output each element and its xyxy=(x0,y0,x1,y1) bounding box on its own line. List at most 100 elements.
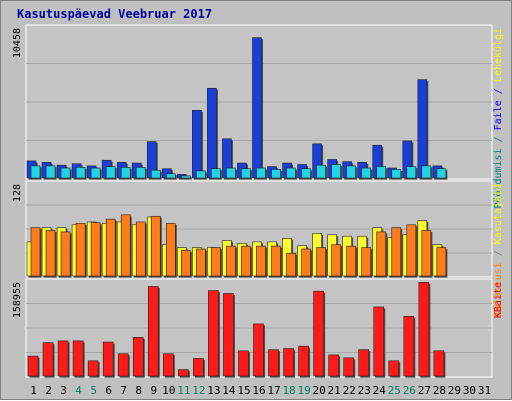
x-tick-label: 12 xyxy=(192,384,205,397)
bar-kasutajaid-day-23 xyxy=(361,247,372,277)
bar-kbaite-day-14 xyxy=(223,293,234,377)
x-tick-label: 15 xyxy=(237,384,250,397)
bar-kbaite-day-25 xyxy=(388,360,400,377)
x-tick-label: 11 xyxy=(177,384,190,397)
bar-faile-day-17 xyxy=(271,169,281,179)
bar-kasutajaid-day-10 xyxy=(165,223,176,277)
x-tick-label: 9 xyxy=(150,384,157,397)
bar-kbaite-day-27 xyxy=(418,282,430,377)
axis-label-part: Pöördumisi xyxy=(493,148,504,208)
axis-label-part: / xyxy=(493,82,504,100)
x-tick-label: 5 xyxy=(90,384,97,397)
x-tick-label: 23 xyxy=(358,384,371,397)
axis-label-part: KBaite xyxy=(493,282,504,318)
bar-kasutajaid-day-4 xyxy=(75,223,86,277)
bar-faile-day-15 xyxy=(241,168,251,179)
bar-kasutajaid-day-15 xyxy=(241,245,251,277)
x-tick-label: 7 xyxy=(120,384,127,397)
bar-faile-day-18 xyxy=(286,167,296,179)
bar-faile-day-11 xyxy=(181,175,191,179)
bar-kasutajaid-day-17 xyxy=(271,245,281,277)
bar-kbaite-day-16 xyxy=(253,323,264,377)
bar-kasutajaid-day-6 xyxy=(105,218,116,277)
x-tick-label: 29 xyxy=(448,384,461,397)
bar-faile-day-2 xyxy=(45,165,56,179)
chart-panels: 10458 Pöördumisi / Faile / Lehekülgi 128 Kü… xyxy=(12,24,504,378)
bar-faile-day-19 xyxy=(301,168,311,179)
bar-kbaite-day-5 xyxy=(87,360,99,377)
bar-faile-day-16 xyxy=(256,167,266,179)
bar-faile-day-25 xyxy=(391,169,402,179)
axis-label-part: Kasutajaid xyxy=(493,184,504,244)
bar-faile-day-8 xyxy=(135,167,146,179)
bar-kasutajaid-day-12 xyxy=(196,248,206,277)
bar-kasutajaid-day-24 xyxy=(376,231,387,277)
x-tick-label: 31 xyxy=(478,384,491,397)
bar-pöördumisi-day-13 xyxy=(207,87,217,179)
bar-faile-day-26 xyxy=(406,166,417,179)
series-axis-label: Külastusi / Kasutajaid xyxy=(493,184,504,316)
bar-kbaite-day-18 xyxy=(283,348,294,377)
x-tick-label: 2 xyxy=(45,384,52,397)
bar-kbaite-day-9 xyxy=(147,286,159,377)
bar-kasutajaid-day-25 xyxy=(391,227,402,277)
bar-kasutajaid-day-9 xyxy=(150,215,161,277)
x-tick-label: 30 xyxy=(463,384,476,397)
bar-faile-day-6 xyxy=(105,166,116,179)
bar-kasutajaid-day-13 xyxy=(211,247,221,277)
bar-pöördumisi-day-27 xyxy=(417,79,428,179)
bar-kbaite-day-28 xyxy=(433,350,445,377)
x-tick-label: 13 xyxy=(207,384,220,397)
bar-faile-day-1 xyxy=(30,165,41,179)
bar-kbaite-day-20 xyxy=(313,290,324,377)
axis-label-part: Lehekülgi xyxy=(493,28,504,82)
bar-kbaite-day-10 xyxy=(162,353,174,377)
bar-faile-day-23 xyxy=(361,167,372,179)
panel-top: 10458 Pöördumisi / Faile / Lehekülgi xyxy=(12,24,504,209)
bar-kasutajaid-day-26 xyxy=(406,224,417,277)
x-axis-day-labels: 1 2 3 4 5 6 7 8 9 10 11 12 13 14 15 16 17 18 19 20 21 22 23 24 2… xyxy=(30,384,491,397)
x-tick-label: 8 xyxy=(135,384,142,397)
x-tick-label: 22 xyxy=(343,384,356,397)
bar-kbaite-day-19 xyxy=(298,345,309,377)
bar-kbaite-day-23 xyxy=(358,349,370,377)
bar-kbaite-day-12 xyxy=(193,358,204,377)
bar-kasutajaid-day-5 xyxy=(90,222,101,277)
y-max-label: 128 xyxy=(12,184,23,202)
y-max-label: 10458 xyxy=(12,28,23,58)
x-tick-label: 16 xyxy=(252,384,265,397)
x-tick-label: 25 xyxy=(388,384,401,397)
bar-faile-day-7 xyxy=(120,167,131,179)
bar-faile-day-22 xyxy=(346,165,356,179)
x-tick-label: 19 xyxy=(297,384,310,397)
chart-title: Kasutuspäevad Veebruar 2017 xyxy=(17,7,212,21)
bar-faile-day-10 xyxy=(165,173,176,179)
bar-kbaite-day-11 xyxy=(178,369,189,377)
bar-faile-day-20 xyxy=(316,164,326,179)
bar-kasutajaid-day-16 xyxy=(256,245,266,277)
bar-kbaite-day-1 xyxy=(27,355,39,377)
panel-bottom: 158955 KBaite xyxy=(12,278,504,378)
x-tick-label: 3 xyxy=(60,384,67,397)
x-tick-label: 27 xyxy=(418,384,431,397)
bar-kbaite-day-4 xyxy=(72,340,84,377)
bar-kasutajaid-day-21 xyxy=(331,244,341,277)
bar-kasutajaid-day-1 xyxy=(30,227,41,277)
bar-kasutajaid-day-28 xyxy=(436,247,447,277)
bar-faile-day-9 xyxy=(150,169,161,179)
bar-kbaite-day-6 xyxy=(102,341,114,377)
bar-pöördumisi-day-12 xyxy=(192,110,202,179)
bar-faile-day-21 xyxy=(331,164,341,179)
bar-kbaite-day-24 xyxy=(373,306,385,377)
bar-kasutajaid-day-20 xyxy=(316,247,326,277)
panel-middle: 128 Külastusi / Kasutajaid xyxy=(12,180,504,316)
x-tick-label: 18 xyxy=(282,384,295,397)
bar-kbaite-day-13 xyxy=(208,290,219,377)
bar-kasutajaid-day-3 xyxy=(60,231,71,277)
bar-kbaite-day-7 xyxy=(117,353,129,377)
bar-faile-day-3 xyxy=(60,167,71,179)
axis-label-part: Faile xyxy=(493,100,504,130)
bar-kasutajaid-day-22 xyxy=(346,245,356,277)
